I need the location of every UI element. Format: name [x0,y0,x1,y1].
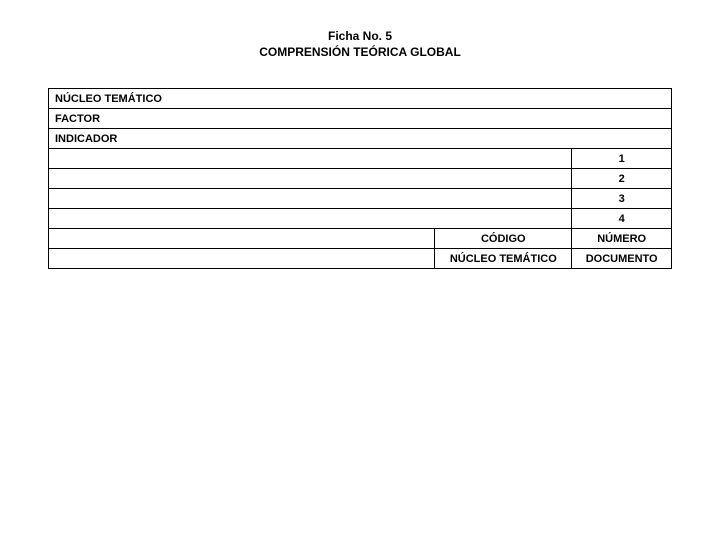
label-documento: DOCUMENTO [572,249,672,269]
label-nucleo: NÚCLEO TEMÁTICO [49,89,672,109]
row-factor: FACTOR [49,109,672,129]
num-4: 4 [572,209,672,229]
row-codigo-numero: CÓDIGO NÚMERO [49,229,672,249]
title-line-2: COMPRENSIÓN TEÓRICA GLOBAL [48,44,672,60]
label-nucleo-footer: NÚCLEO TEMÁTICO [435,249,572,269]
row-num-2: 2 [49,169,672,189]
label-numero: NÚMERO [572,229,672,249]
blank-cell [49,229,435,249]
label-codigo: CÓDIGO [435,229,572,249]
num-3: 3 [572,189,672,209]
title-block: Ficha No. 5 COMPRENSIÓN TEÓRICA GLOBAL [48,28,672,60]
num-1: 1 [572,149,672,169]
form-table: NÚCLEO TEMÁTICO FACTOR INDICADOR 1 2 3 4… [48,88,672,269]
title-line-1: Ficha No. 5 [48,28,672,44]
blank-cell [49,209,572,229]
num-2: 2 [572,169,672,189]
row-footer: NÚCLEO TEMÁTICO DOCUMENTO [49,249,672,269]
blank-cell [49,149,572,169]
row-num-1: 1 [49,149,672,169]
row-num-4: 4 [49,209,672,229]
label-factor: FACTOR [49,109,672,129]
row-num-3: 3 [49,189,672,209]
blank-cell [49,189,572,209]
blank-cell [49,169,572,189]
row-nucleo: NÚCLEO TEMÁTICO [49,89,672,109]
page-container: Ficha No. 5 COMPRENSIÓN TEÓRICA GLOBAL N… [0,0,720,269]
label-indicador: INDICADOR [49,129,672,149]
row-indicador: INDICADOR [49,129,672,149]
blank-cell [49,249,435,269]
